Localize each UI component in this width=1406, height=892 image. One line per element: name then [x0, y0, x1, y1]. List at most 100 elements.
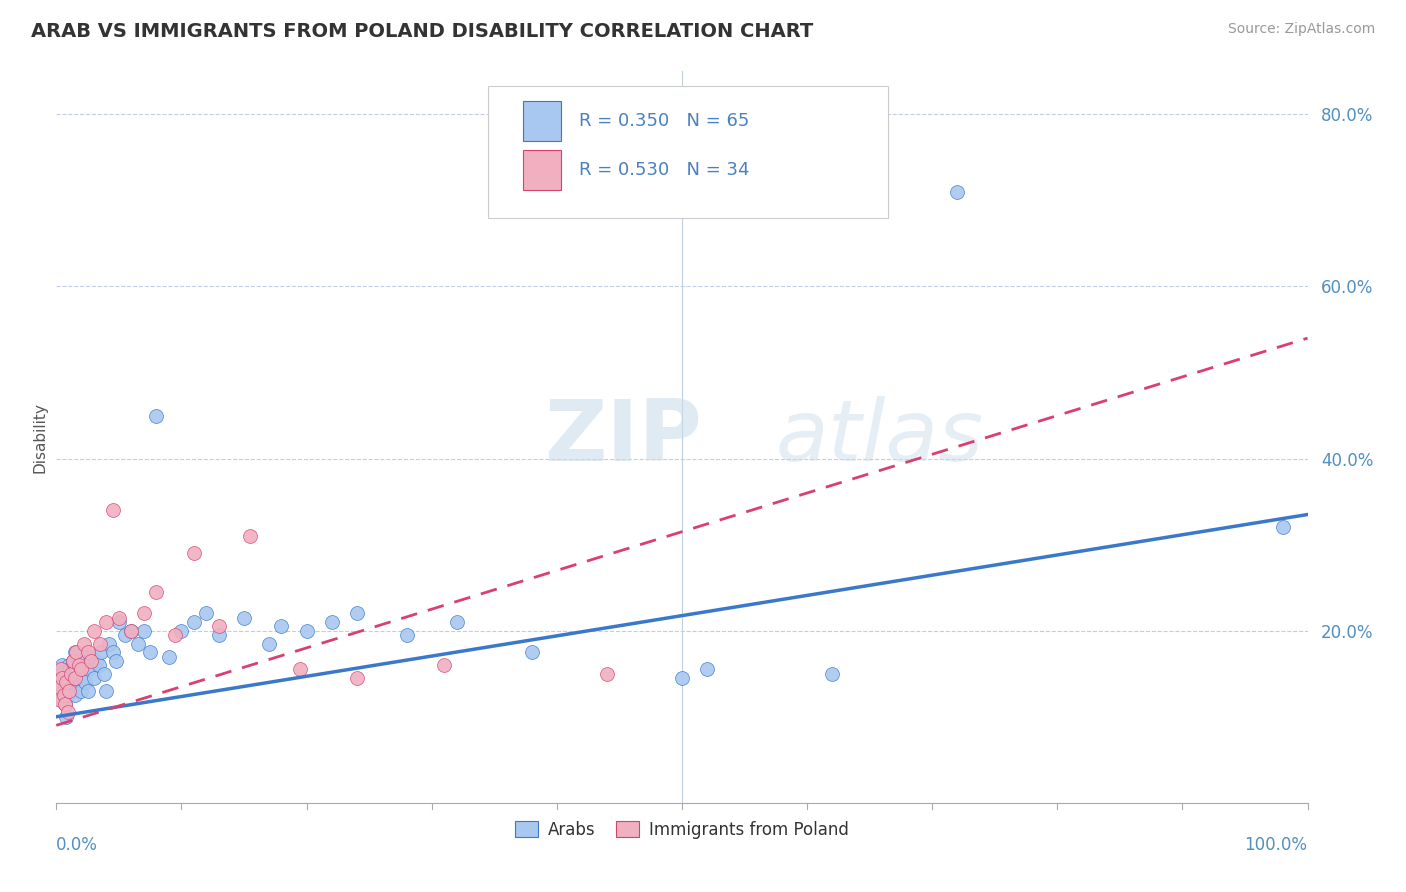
Point	[821, 666, 844, 681]
Point	[84, 654, 107, 668]
Point	[671, 671, 693, 685]
Point	[48, 680, 70, 694]
Legend: Arabs, Immigrants from Poland: Arabs, Immigrants from Poland	[508, 814, 856, 846]
Point	[49, 680, 72, 694]
FancyBboxPatch shape	[523, 101, 561, 141]
Point	[520, 645, 543, 659]
Point	[433, 658, 456, 673]
Point	[73, 675, 96, 690]
Point	[59, 662, 82, 676]
Point	[145, 409, 167, 423]
Point	[65, 645, 87, 659]
Point	[946, 185, 969, 199]
Point	[120, 624, 142, 638]
Point	[51, 666, 73, 681]
Point	[157, 649, 180, 664]
Point	[257, 637, 280, 651]
Point	[93, 666, 115, 681]
Point	[108, 611, 131, 625]
Point	[233, 611, 256, 625]
FancyBboxPatch shape	[523, 150, 561, 190]
Point	[49, 692, 72, 706]
Point	[139, 645, 162, 659]
Text: atlas: atlas	[776, 395, 984, 479]
Point	[55, 710, 77, 724]
Point	[195, 607, 218, 621]
Point	[89, 637, 111, 651]
Point	[53, 671, 76, 685]
Point	[65, 662, 87, 676]
Text: 100.0%: 100.0%	[1244, 836, 1308, 854]
Y-axis label: Disability: Disability	[32, 401, 48, 473]
Text: R = 0.350   N = 65: R = 0.350 N = 65	[579, 112, 749, 130]
Point	[239, 529, 262, 543]
Point	[321, 615, 343, 629]
Point	[53, 697, 76, 711]
Point	[105, 654, 128, 668]
Point	[90, 645, 112, 659]
Point	[77, 662, 100, 676]
Point	[80, 649, 103, 664]
Point	[208, 628, 231, 642]
Point	[51, 662, 73, 676]
Point	[596, 666, 619, 681]
Text: R = 0.530   N = 34: R = 0.530 N = 34	[579, 161, 749, 179]
Point	[183, 546, 205, 560]
Point	[51, 671, 73, 685]
Point	[346, 671, 368, 685]
Point	[75, 654, 97, 668]
Point	[63, 645, 86, 659]
Point	[120, 624, 142, 638]
Point	[73, 637, 96, 651]
Point	[101, 503, 124, 517]
Point	[290, 662, 312, 676]
Point	[80, 654, 103, 668]
Point	[97, 637, 120, 651]
Point	[48, 671, 70, 685]
Point	[70, 684, 93, 698]
Point	[295, 624, 318, 638]
Point	[67, 658, 90, 673]
Point	[145, 585, 167, 599]
Point	[96, 615, 118, 629]
Point	[51, 692, 73, 706]
Point	[69, 666, 91, 681]
Point	[63, 671, 86, 685]
Point	[114, 628, 136, 642]
Point	[56, 706, 79, 720]
Point	[696, 662, 718, 676]
Point	[183, 615, 205, 629]
Point	[83, 624, 105, 638]
Point	[346, 607, 368, 621]
Point	[70, 662, 93, 676]
Text: 0.0%: 0.0%	[56, 836, 98, 854]
Point	[208, 619, 231, 633]
Point	[66, 671, 89, 685]
Point	[76, 645, 98, 659]
Point	[60, 666, 83, 681]
Point	[101, 645, 124, 659]
Point	[1271, 520, 1294, 534]
Point	[62, 671, 84, 685]
Point	[62, 654, 84, 668]
Point	[96, 684, 118, 698]
Point	[270, 619, 292, 633]
Point	[62, 654, 84, 668]
Point	[132, 624, 155, 638]
Point	[87, 658, 110, 673]
Point	[67, 680, 90, 694]
Point	[170, 624, 193, 638]
FancyBboxPatch shape	[488, 86, 889, 218]
Point	[53, 697, 76, 711]
Text: ARAB VS IMMIGRANTS FROM POLAND DISABILITY CORRELATION CHART: ARAB VS IMMIGRANTS FROM POLAND DISABILIT…	[31, 22, 813, 41]
Point	[60, 680, 83, 694]
Point	[63, 688, 86, 702]
Point	[446, 615, 468, 629]
Text: Source: ZipAtlas.com: Source: ZipAtlas.com	[1227, 22, 1375, 37]
Point	[108, 615, 131, 629]
Point	[132, 607, 155, 621]
Point	[52, 684, 75, 698]
Point	[52, 688, 75, 702]
Point	[58, 658, 80, 673]
Text: ZIP: ZIP	[544, 395, 702, 479]
